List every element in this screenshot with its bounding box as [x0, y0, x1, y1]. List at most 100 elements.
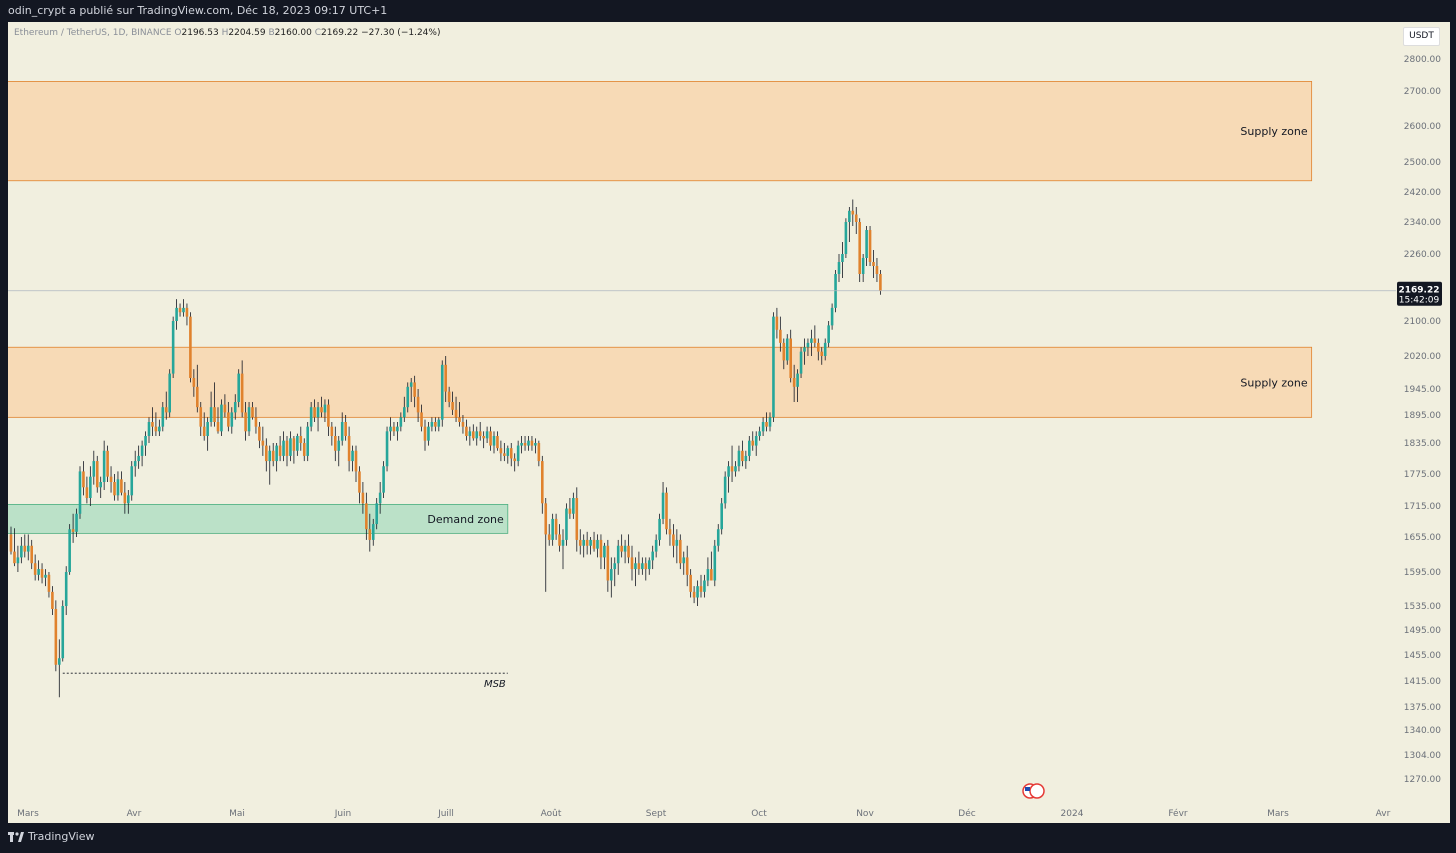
candle	[106, 445, 109, 482]
candle-body	[392, 426, 396, 432]
candle	[861, 254, 865, 282]
candle-body	[171, 321, 175, 374]
candle	[785, 334, 789, 365]
candle-body	[40, 569, 44, 578]
candle-body	[113, 482, 116, 496]
candle	[644, 557, 648, 581]
candle	[161, 402, 165, 432]
chart-area[interactable]: Supply zone Supply zone Demand zone MSB 28…	[8, 22, 1450, 823]
candle	[534, 438, 537, 454]
candle-body	[748, 440, 751, 456]
candle-body	[278, 445, 282, 456]
candle-body	[534, 443, 537, 446]
candle-body	[578, 539, 582, 546]
candle	[351, 445, 354, 472]
candle	[599, 534, 603, 570]
candle-body	[351, 450, 354, 462]
candle-body	[554, 518, 558, 535]
candle-body	[247, 407, 251, 432]
candle	[85, 476, 89, 504]
candle-body	[613, 563, 617, 570]
y-tick-label: 1340.00	[1404, 726, 1441, 736]
candle-body	[316, 407, 320, 418]
candlestick-chart[interactable]: Supply zone Supply zone Demand zone MSB 28…	[8, 22, 1450, 823]
candle	[503, 443, 506, 462]
candle-body	[758, 431, 761, 436]
candle-body	[233, 402, 237, 413]
candle-body	[492, 436, 496, 446]
candle-body	[299, 436, 303, 443]
y-tick-label: 1835.00	[1404, 439, 1441, 449]
candle	[623, 539, 627, 564]
y-tick-label: 2600.00	[1404, 122, 1441, 132]
candle-body	[354, 450, 358, 472]
currency-button[interactable]: USDT	[1403, 27, 1440, 46]
candle-body	[140, 445, 144, 456]
zone-label: Supply zone	[1240, 125, 1307, 138]
candle	[513, 453, 516, 472]
candle-body	[606, 545, 610, 581]
candle	[768, 412, 772, 432]
candle-body	[551, 518, 554, 540]
candle-body	[472, 431, 475, 439]
candle-body	[516, 445, 520, 462]
candle	[75, 508, 78, 537]
candle	[520, 436, 523, 454]
candle-body	[461, 422, 465, 427]
candle-body	[423, 426, 427, 441]
candle	[827, 321, 830, 348]
candle-body	[271, 450, 275, 462]
candle	[282, 431, 285, 462]
demand-zone	[8, 503, 509, 534]
candle	[178, 303, 182, 317]
candle-body	[489, 431, 492, 446]
candle-body	[161, 407, 165, 427]
x-tick-label: Sept	[646, 809, 667, 819]
candle	[654, 534, 658, 558]
candle	[806, 338, 810, 356]
candle	[33, 554, 37, 581]
candle-body	[572, 498, 575, 514]
candle-body	[261, 440, 265, 446]
candle-body	[651, 551, 654, 561]
candle-body	[306, 426, 309, 456]
candle-body	[164, 407, 168, 413]
candle	[737, 445, 741, 472]
candle-body	[768, 417, 772, 427]
candle-body	[71, 529, 75, 532]
candle-body	[75, 513, 78, 532]
candle-body	[344, 422, 347, 436]
candle-body	[799, 351, 803, 374]
candle	[396, 422, 399, 441]
candle	[265, 438, 268, 472]
candle	[803, 338, 806, 365]
candle-body	[209, 407, 213, 422]
candle	[544, 498, 548, 592]
candle-body	[848, 210, 851, 222]
candle-body	[92, 461, 96, 477]
price-tag-value: 2169.22	[1399, 286, 1440, 296]
candle	[875, 258, 879, 282]
candle	[64, 566, 68, 615]
candle	[613, 557, 617, 587]
candle	[682, 551, 686, 575]
candle	[16, 545, 20, 572]
candle-body	[30, 545, 33, 564]
tradingview-logo[interactable]: TradingView	[0, 823, 94, 851]
candle	[630, 545, 634, 581]
candle	[102, 440, 106, 490]
candle	[416, 389, 420, 422]
candle	[371, 518, 375, 546]
candle-body	[775, 316, 779, 330]
candle	[316, 402, 320, 432]
candle	[496, 431, 499, 451]
candle-body	[406, 386, 410, 408]
y-tick-label: 2420.00	[1404, 188, 1441, 198]
candle-body	[475, 431, 479, 439]
candle	[565, 503, 568, 546]
candle-body	[689, 574, 692, 592]
candle-body	[854, 214, 858, 222]
candle-body	[199, 407, 203, 427]
candle-body	[26, 545, 30, 552]
candle	[489, 426, 492, 451]
